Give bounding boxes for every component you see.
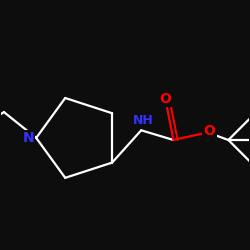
Text: NH: NH (132, 114, 153, 127)
Text: N: N (22, 131, 34, 145)
Text: O: O (160, 92, 171, 106)
Text: O: O (204, 124, 216, 138)
